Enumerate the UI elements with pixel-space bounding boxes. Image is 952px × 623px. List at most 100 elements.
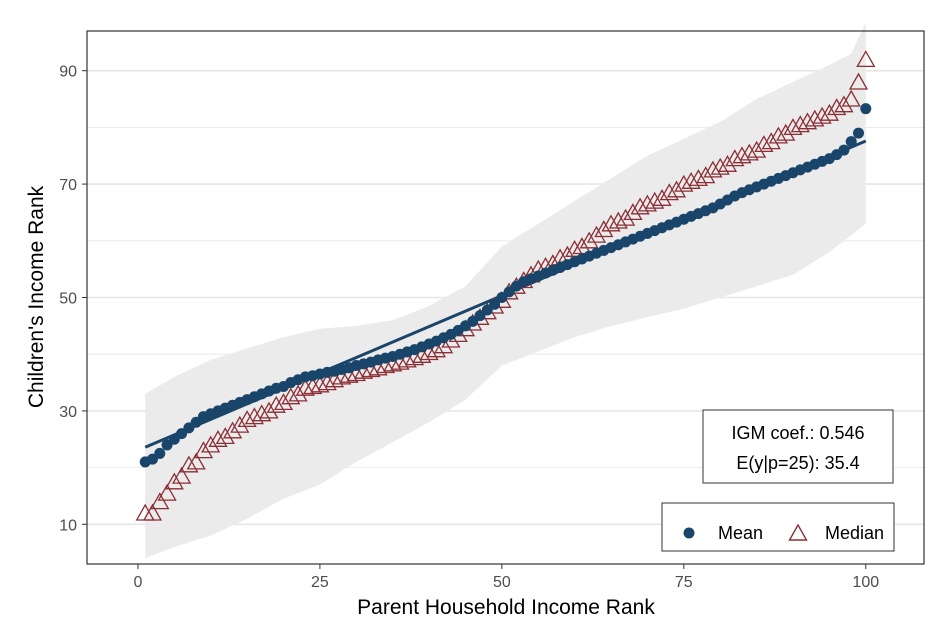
- median-point: [317, 373, 337, 391]
- median-point: [776, 123, 796, 141]
- median-point: [645, 191, 665, 209]
- median-point: [674, 174, 694, 192]
- y-tick-label: 50: [59, 291, 77, 308]
- median-point: [812, 106, 832, 124]
- median-point: [768, 126, 789, 144]
- x-axis-title: Parent Household Income Rank: [357, 596, 655, 619]
- median-point: [164, 472, 184, 490]
- legend-median-marker: [788, 523, 808, 541]
- annotation-box-border: [702, 409, 894, 484]
- median-point: [732, 146, 752, 164]
- median-point: [754, 135, 774, 153]
- median-point: [615, 208, 636, 226]
- median-point: [244, 407, 265, 425]
- median-point: [281, 387, 301, 405]
- median-point: [652, 188, 672, 206]
- median-point: [659, 183, 679, 201]
- median-point: [710, 157, 730, 175]
- annotation-box: IGM coef.: 0.546 E(y|p=25): 35.4: [702, 409, 894, 484]
- median-point: [171, 466, 192, 484]
- median-point: [353, 361, 374, 379]
- median-point: [208, 429, 228, 447]
- median-point: [252, 404, 272, 422]
- annotation-expected-value: E(y|p=25): 35.4: [736, 453, 859, 473]
- median-point: [856, 50, 876, 68]
- median-point: [230, 415, 250, 433]
- x-tick-label: 0: [133, 574, 142, 591]
- median-point: [761, 132, 781, 150]
- median-point: [426, 340, 447, 358]
- median-point: [142, 503, 163, 521]
- legend-mean-label: Mean: [718, 523, 763, 543]
- median-point: [412, 345, 432, 363]
- mean-point: [838, 144, 850, 156]
- median-point: [339, 365, 359, 383]
- median-point: [201, 435, 221, 453]
- median-point: [288, 384, 308, 402]
- y-tick-label: 90: [59, 64, 77, 81]
- legend-mean-marker: [683, 527, 695, 539]
- median-point: [361, 360, 381, 378]
- median-point: [390, 352, 410, 370]
- median-point: [150, 492, 170, 510]
- x-tick-label: 100: [852, 574, 879, 591]
- mean-point: [860, 103, 872, 115]
- median-point: [696, 166, 716, 184]
- median-point: [841, 89, 861, 107]
- mean-point: [154, 447, 166, 459]
- median-point: [725, 149, 745, 167]
- median-point: [630, 197, 650, 215]
- legend: Mean Median: [661, 502, 895, 552]
- y-tick-label: 10: [59, 517, 77, 534]
- median-point: [703, 160, 723, 178]
- median-point: [797, 112, 818, 130]
- median-point: [783, 118, 803, 136]
- median-point: [827, 98, 847, 116]
- median-point: [193, 441, 214, 459]
- median-point: [368, 358, 388, 376]
- median-point: [237, 410, 257, 428]
- median-point: [302, 377, 323, 395]
- median-point: [834, 95, 854, 113]
- mean-point: [845, 136, 857, 148]
- median-point: [383, 354, 403, 372]
- mean-point: [852, 127, 864, 139]
- median-point: [608, 211, 628, 229]
- median-point: [222, 421, 243, 439]
- median-point: [623, 203, 643, 221]
- y-axis-title: Children's Income Rank: [25, 185, 48, 408]
- y-tick-label: 70: [59, 177, 77, 194]
- median-point: [324, 370, 345, 388]
- y-tick-label: 30: [59, 404, 77, 421]
- median-point: [586, 225, 607, 243]
- median-point: [805, 109, 825, 127]
- median-point: [739, 143, 759, 161]
- median-point: [601, 214, 621, 232]
- median-point: [419, 343, 439, 361]
- x-tick-label: 75: [675, 574, 693, 591]
- median-point: [746, 140, 767, 158]
- median-point: [259, 401, 279, 419]
- median-point: [848, 72, 869, 90]
- data-marks: [135, 50, 876, 521]
- x-tick-label: 25: [311, 574, 329, 591]
- median-point: [637, 194, 658, 212]
- median-point: [310, 375, 330, 393]
- median-point: [688, 169, 709, 187]
- median-point: [681, 171, 701, 189]
- mean-point: [489, 298, 501, 310]
- median-point: [819, 103, 840, 121]
- median-point: [157, 483, 177, 501]
- median-point: [273, 393, 294, 411]
- median-point: [404, 348, 425, 366]
- median-point: [295, 378, 315, 396]
- median-point: [215, 427, 235, 445]
- median-point: [179, 455, 199, 473]
- legend-median-label: Median: [825, 523, 884, 543]
- x-tick-label: 50: [493, 574, 511, 591]
- median-point: [332, 367, 352, 385]
- median-point: [579, 231, 599, 249]
- median-point: [790, 115, 810, 133]
- median-point: [594, 220, 614, 238]
